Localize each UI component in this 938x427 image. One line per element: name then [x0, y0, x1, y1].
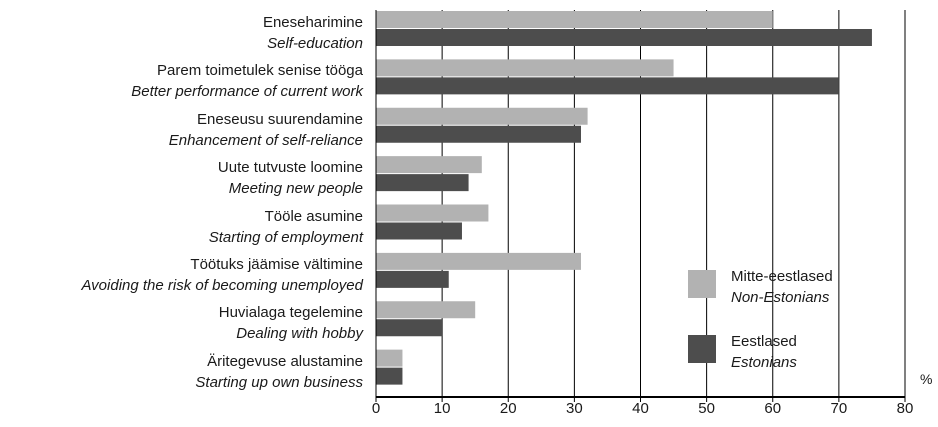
category-label-et: Töötuks jäämise vältimine — [190, 255, 363, 273]
bar-non-estonians — [376, 349, 403, 367]
category-label-en: Starting up own business — [195, 373, 363, 391]
category-label-en: Avoiding the risk of becoming unemployed — [81, 276, 363, 294]
bar-non-estonians — [376, 59, 674, 77]
bar-non-estonians — [376, 301, 476, 319]
category-label-et: Eneseusu suurendamine — [197, 110, 363, 128]
category-label: Eneseusu suurendamine Enhancement of self… — [169, 109, 363, 151]
x-tick-label: 30 — [566, 400, 583, 417]
bar-non-estonians — [376, 11, 773, 28]
legend-label-en: Estonians — [731, 354, 797, 371]
x-tick-label: 0 — [371, 400, 381, 417]
legend-label-en: Non-Estonians — [731, 289, 830, 306]
unit-label: % — [920, 371, 933, 387]
bar-estonians — [376, 270, 449, 288]
bar-estonians — [376, 222, 462, 240]
bars — [376, 11, 872, 385]
category-label-et: Tööle asumine — [264, 207, 363, 225]
bar-non-estonians — [376, 252, 581, 270]
category-label-et: Huvialaga tegelemine — [218, 304, 363, 322]
category-label: Uute tutvuste loomine Meeting new people — [218, 157, 363, 199]
category-label-et: Uute tutvuste loomine — [217, 159, 363, 177]
category-label: Äritegevuse alustamine Starting up own bu… — [195, 351, 363, 393]
x-tick-label: 10 — [433, 400, 451, 417]
bar-non-estonians — [376, 107, 588, 125]
bar-estonians — [376, 125, 581, 143]
category-label: Eneseharimine Self-education — [263, 12, 363, 54]
bar-estonians — [376, 77, 839, 95]
legend-swatch-estonians — [688, 335, 716, 363]
category-label-en: Enhancement of self-reliance — [168, 131, 363, 149]
category-label: Töötuks jäämise vältimine Avoiding the ri… — [81, 254, 363, 296]
x-tick-label: 60 — [764, 400, 782, 417]
bar-estonians — [376, 174, 469, 192]
category-label-en: Dealing with hobby — [236, 325, 363, 343]
category-label-et: Äritegevuse alustamine — [207, 352, 363, 370]
category-label-en: Meeting new people — [228, 180, 363, 198]
category-label: Tööle asumine Starting of employment — [209, 206, 363, 248]
legend-label-et: Mitte-eestlased — [731, 268, 833, 285]
category-label: Parem toimetulek senise tööga Better perf… — [131, 60, 363, 102]
legend-swatch-non-estonians — [688, 270, 716, 298]
category-label-et: Parem toimetulek senise tööga — [157, 62, 363, 80]
bar-non-estonians — [376, 156, 482, 174]
x-tick-label: 40 — [632, 400, 649, 417]
category-label-et: Eneseharimine — [262, 14, 363, 31]
bar-non-estonians — [376, 204, 489, 222]
category-label-en: Self-education — [267, 35, 363, 52]
legend-label-et: Eestlased — [731, 333, 797, 350]
bar-estonians — [376, 29, 872, 46]
x-tick-label: 70 — [830, 400, 848, 417]
bar-estonians — [376, 319, 443, 337]
category-label-en: Starting of employment — [208, 228, 363, 246]
x-tick-label: 80 — [896, 400, 914, 417]
x-tick-label: 20 — [499, 400, 517, 417]
bar-estonians — [376, 367, 403, 385]
x-ticks — [375, 397, 906, 402]
category-label: Huvialaga tegelemine Dealing with hobby — [219, 302, 363, 344]
category-label-en: Better performance of current work — [131, 83, 363, 101]
x-tick-label: 50 — [698, 400, 715, 417]
